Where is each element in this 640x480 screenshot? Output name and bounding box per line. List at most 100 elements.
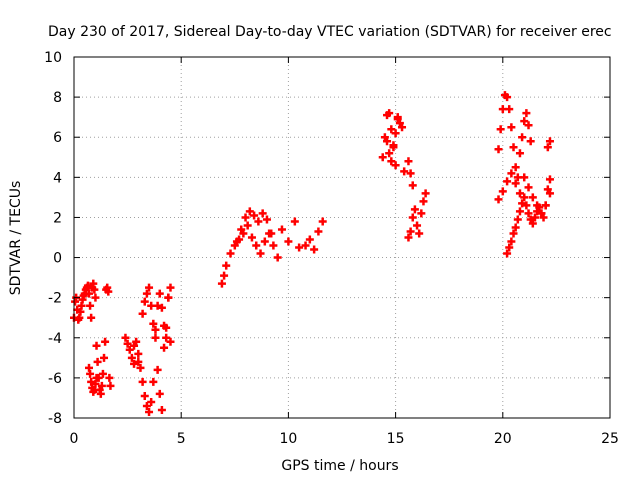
data-point <box>123 339 132 348</box>
data-point <box>391 161 400 170</box>
data-point <box>404 233 413 242</box>
data-point <box>404 157 413 166</box>
data-point <box>520 173 529 182</box>
data-point <box>518 133 527 142</box>
data-point <box>142 289 151 298</box>
data-point <box>503 177 512 186</box>
data-point <box>155 289 164 298</box>
data-point <box>157 303 166 312</box>
y-tick-label: -4 <box>48 331 62 347</box>
data-point <box>96 389 105 398</box>
data-point <box>220 271 229 280</box>
data-point <box>507 169 516 178</box>
data-point <box>496 125 505 134</box>
data-point <box>503 249 512 258</box>
data-point <box>400 167 409 176</box>
data-point <box>528 193 537 202</box>
data-point <box>415 229 424 238</box>
data-point <box>522 109 531 118</box>
data-point <box>105 373 114 382</box>
data-point <box>134 349 143 358</box>
data-point <box>145 283 154 292</box>
data-point <box>378 153 387 162</box>
data-point <box>413 221 422 230</box>
y-tick-label: -2 <box>48 291 62 307</box>
data-point <box>511 223 520 232</box>
data-point <box>305 235 314 244</box>
data-point <box>155 389 164 398</box>
y-axis-label: SDTVAR / TECUs <box>8 181 24 296</box>
data-point <box>86 301 95 310</box>
data-point <box>101 337 110 346</box>
x-axis-label: GPS time / hours <box>281 458 398 474</box>
data-point <box>90 285 99 294</box>
data-point <box>498 187 507 196</box>
data-point <box>539 213 548 222</box>
data-point <box>310 245 319 254</box>
data-point <box>505 243 514 252</box>
data-point <box>250 211 259 220</box>
data-point <box>239 229 248 238</box>
data-point <box>520 193 529 202</box>
data-point <box>85 289 94 298</box>
data-point <box>524 183 533 192</box>
data-point <box>520 117 529 126</box>
data-point <box>98 369 107 378</box>
data-point <box>130 359 139 368</box>
x-tick-label: 20 <box>494 431 512 447</box>
data-point <box>277 225 286 234</box>
data-point <box>545 189 554 198</box>
data-point <box>545 175 554 184</box>
data-point <box>138 377 147 386</box>
data-point <box>387 125 396 134</box>
data-point <box>125 345 134 354</box>
data-point <box>92 341 101 350</box>
data-point <box>511 179 520 188</box>
data-point <box>526 215 535 224</box>
y-tick-label: 10 <box>44 50 62 66</box>
data-point <box>507 123 516 132</box>
data-point <box>149 319 158 328</box>
y-tick-label: 6 <box>53 130 62 146</box>
data-point <box>145 407 154 416</box>
data-point <box>530 213 539 222</box>
gridlines <box>74 57 610 418</box>
data-point <box>545 137 554 146</box>
data-point <box>505 105 514 114</box>
data-point <box>395 119 404 128</box>
data-point <box>524 209 533 218</box>
data-point <box>230 241 239 250</box>
data-point <box>380 133 389 142</box>
data-point <box>149 377 158 386</box>
data-points <box>70 91 554 416</box>
data-point <box>410 205 419 214</box>
data-point <box>518 199 527 208</box>
data-point <box>142 401 151 410</box>
data-point <box>162 323 171 332</box>
data-point <box>494 195 503 204</box>
data-point <box>503 93 512 102</box>
data-point <box>147 397 156 406</box>
data-point <box>301 241 310 250</box>
data-point <box>256 249 265 258</box>
data-point <box>273 253 282 262</box>
data-point <box>83 281 92 290</box>
data-point <box>157 405 166 414</box>
data-point <box>258 209 267 218</box>
data-point <box>387 157 396 166</box>
data-point <box>260 237 269 246</box>
data-point <box>91 293 100 302</box>
data-point <box>385 109 394 118</box>
data-point <box>87 313 96 322</box>
data-point <box>232 237 241 246</box>
data-point <box>408 181 417 190</box>
data-point <box>86 369 95 378</box>
data-point <box>515 207 524 216</box>
data-point <box>515 189 524 198</box>
data-point <box>533 207 542 216</box>
x-tick-label: 0 <box>70 431 79 447</box>
data-point <box>391 129 400 138</box>
data-point <box>262 215 271 224</box>
y-tick-label: 0 <box>53 251 62 267</box>
